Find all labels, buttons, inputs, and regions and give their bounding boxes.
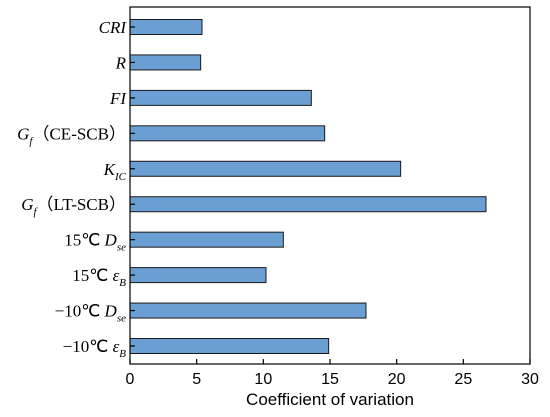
category-label: Gf（LT-SCB） [21,195,126,218]
bar [129,267,267,284]
x-tick-label: 0 [126,371,135,388]
x-tick-label: 5 [192,371,201,388]
bar [129,302,367,319]
x-tick-label: 15 [321,371,339,388]
category-label: −10℃ εB [63,337,127,360]
x-tick-label: 20 [388,371,406,388]
x-axis-title: Coefficient of variation [246,390,414,409]
bar [129,125,326,142]
bar [129,160,402,177]
category-label: −10℃ Dse [55,302,126,325]
category-label: R [115,53,127,72]
bar [129,338,330,354]
bar [129,19,203,35]
category-label: Gf（CE-SCB） [17,124,126,147]
x-tick-label: 10 [254,371,272,388]
x-axis-ticks: 0 5 10 15 20 25 30 [126,359,539,388]
category-label: 15℃ Dse [64,231,126,254]
bar [129,54,202,71]
plot-frame [129,6,531,365]
category-label: 15℃ εB [72,266,126,289]
bar [129,89,312,106]
x-tick-label: 25 [454,371,472,388]
bar [129,196,487,213]
category-label: FI [109,89,127,108]
category-label: CRI [99,18,128,37]
x-tick-label: 30 [521,371,539,388]
bar [129,231,284,248]
bars-group [129,19,487,354]
category-label: KIC [103,160,127,183]
category-labels: CRI R FI Gf（CE-SCB） KIC Gf（LT-SCB） 15℃ Dse 15℃ … [17,18,135,360]
